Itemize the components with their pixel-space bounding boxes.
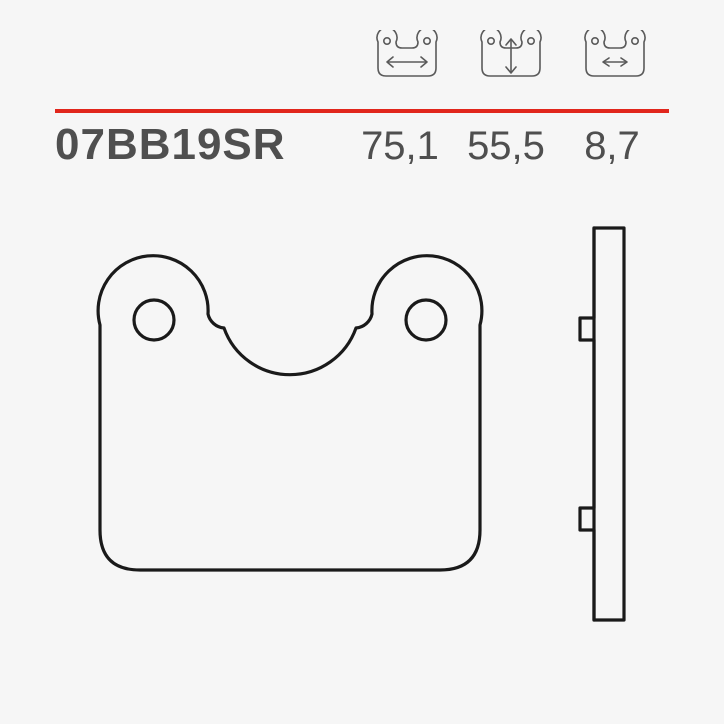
- dim-height: 55,5: [467, 124, 545, 169]
- pad-thickness-icon: [576, 30, 654, 88]
- technical-drawing: [40, 210, 684, 694]
- divider-line: [55, 100, 669, 104]
- side-view: [580, 228, 624, 620]
- header-row: 07BB19SR 75,1 55,5 8,7: [55, 120, 669, 170]
- dim-thickness: 8,7: [573, 124, 651, 169]
- product-code: 07BB19SR: [55, 120, 286, 170]
- pad-height-icon: [472, 30, 550, 88]
- front-view: [98, 256, 482, 570]
- pad-width-icon: [368, 30, 446, 88]
- dim-width: 75,1: [361, 124, 439, 169]
- dimension-icon-row: [0, 30, 724, 88]
- dimension-values: 75,1 55,5 8,7: [361, 124, 669, 169]
- page: 07BB19SR 75,1 55,5 8,7: [0, 0, 724, 724]
